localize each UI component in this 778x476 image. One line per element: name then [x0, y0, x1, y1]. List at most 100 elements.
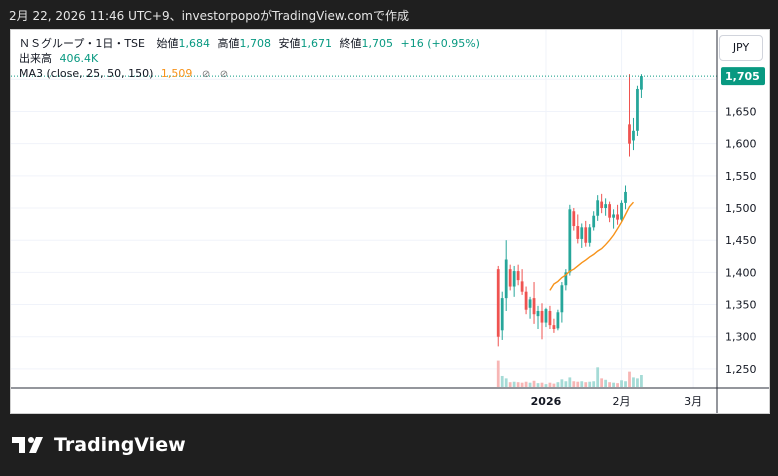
eye-off-icon[interactable]: ⊘	[201, 69, 211, 80]
legend-close: 1,705	[361, 37, 394, 50]
volume-bar	[532, 380, 536, 387]
candle-body	[520, 281, 524, 292]
candle-body	[576, 226, 580, 239]
candle-body	[540, 310, 544, 323]
volume-bar	[640, 375, 643, 387]
volume-bar	[632, 377, 635, 387]
candle-body	[620, 202, 623, 220]
tradingview-logo-text: TradingView	[54, 434, 186, 456]
candle-body	[536, 310, 540, 317]
legend-volume-label[interactable]: 出来高	[19, 52, 52, 65]
volume-bar	[584, 382, 588, 387]
currency-button[interactable]: JPY	[719, 35, 763, 61]
price-chart[interactable]: 1,250 1,300 1,350 1,400 1,450 1,500 1,550 1,600…	[11, 30, 769, 413]
x-tick-label: 3月	[684, 395, 702, 408]
tradingview-logo-icon	[12, 437, 43, 453]
y-tick-label: 1,600	[725, 138, 757, 151]
candle-body	[548, 310, 552, 326]
legend-open-label: 始値	[156, 37, 179, 50]
candle-body	[616, 214, 619, 220]
volume-bar	[544, 384, 548, 387]
candle-body	[508, 269, 512, 287]
candle-body	[568, 209, 572, 273]
volume-bar	[540, 382, 544, 387]
volume-bar	[560, 379, 564, 387]
candle-body	[588, 227, 592, 243]
legend-volume: 406.4K	[59, 52, 99, 65]
legend-open: 1,684	[178, 37, 211, 50]
volume-bar	[576, 381, 580, 387]
candle-body	[600, 201, 604, 209]
legend-high-label: 高値	[217, 37, 240, 50]
y-tick-label: 1,300	[725, 331, 757, 344]
volume-bar	[516, 382, 520, 387]
candle-body	[496, 269, 500, 337]
volume-bar	[620, 380, 623, 387]
volume-bar	[628, 371, 631, 387]
volume-bar	[612, 382, 615, 387]
volume-bar	[552, 383, 556, 387]
volume-bar	[592, 381, 596, 387]
candle-body	[608, 204, 612, 218]
volume-bar	[600, 378, 604, 387]
chart-frame[interactable]: 1,250 1,300 1,350 1,400 1,450 1,500 1,550 1,600…	[10, 29, 770, 414]
legend: ＮＳグループ・1日・TSE 始値1,684 高値1,708 安値1,671 終値…	[19, 36, 480, 82]
ma-line	[549, 201, 635, 291]
volume-bar	[596, 367, 600, 387]
legend-row-ohlc: ＮＳグループ・1日・TSE 始値1,684 高値1,708 安値1,671 終値…	[19, 36, 480, 51]
volume-bar	[604, 379, 608, 387]
candle-body	[516, 271, 520, 281]
volume-bar	[572, 381, 576, 387]
volume-bar	[536, 383, 540, 387]
y-tick-label: 1,400	[725, 266, 757, 279]
legend-high: 1,708	[239, 37, 272, 50]
volume-bar	[636, 378, 639, 387]
candle-body	[564, 272, 568, 286]
legend-ma-label[interactable]: MA3 (close, 25, 50, 150)	[19, 67, 154, 80]
volume-bar	[548, 382, 552, 387]
legend-change: +16 (+0.95%)	[400, 37, 480, 50]
legend-row-volume: 出来高 406.4K	[19, 51, 480, 66]
tradingview-logo[interactable]: TradingView	[12, 434, 186, 456]
eye-off-icon[interactable]: ⊘	[219, 69, 229, 80]
legend-low-label: 安値	[278, 37, 301, 50]
candle-body	[504, 259, 508, 299]
candle-body	[512, 271, 516, 287]
volume-bar	[608, 382, 612, 387]
legend-row-ma: MA3 (close, 25, 50, 150) 1,509 ⊘ ⊘	[19, 66, 480, 82]
candle-body	[500, 298, 504, 331]
candle-body	[624, 191, 627, 203]
candle-body	[636, 88, 639, 131]
volume-bar	[512, 381, 516, 387]
candle-body	[560, 285, 564, 313]
candle-body	[584, 227, 588, 243]
legend-symbol[interactable]: ＮＳグループ・1日・TSE	[19, 37, 145, 50]
candle-body	[592, 215, 596, 228]
y-tick-label: 1,250	[725, 363, 757, 376]
volume-bar	[616, 383, 619, 387]
volume-bar	[556, 382, 560, 387]
volume-bar	[624, 381, 627, 387]
volume-bar	[580, 381, 584, 387]
volume-bar	[528, 382, 532, 387]
candle-body	[544, 309, 548, 323]
candle-body	[640, 76, 643, 90]
candle-body	[596, 200, 600, 216]
candle-body	[524, 291, 528, 310]
volume-bar	[500, 375, 504, 387]
y-tick-label: 1,350	[725, 299, 757, 312]
volume-bar	[520, 382, 524, 387]
legend-low: 1,671	[300, 37, 333, 50]
x-tick-label: 2月	[613, 395, 631, 408]
y-tick-label: 1,500	[725, 202, 757, 215]
last-price-label: 1,705	[725, 70, 760, 83]
volume-bar	[564, 381, 568, 387]
candle-body	[580, 227, 584, 239]
last-price-tag	[721, 67, 765, 86]
y-tick-label: 1,450	[725, 234, 757, 247]
legend-ma-value: 1,509	[160, 67, 193, 80]
candle-body	[604, 204, 608, 209]
legend-close-label: 終値	[339, 37, 362, 50]
header-caption: 2月 22, 2026 11:46 UTC+9、investorpopoがTra…	[9, 9, 409, 23]
candle-body	[532, 298, 536, 315]
